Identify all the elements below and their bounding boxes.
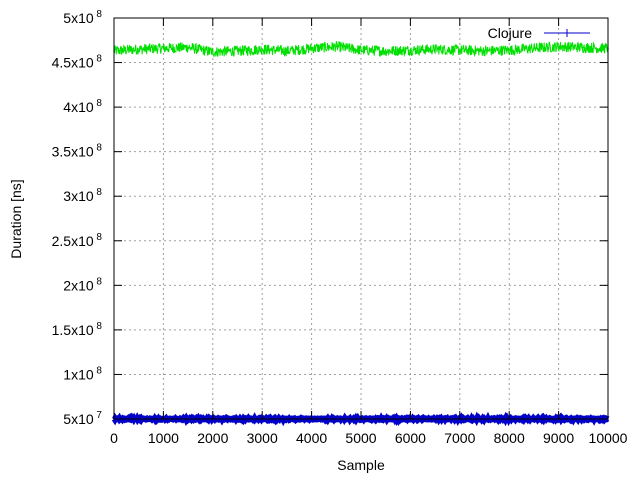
x-tick-label: 7000 [444,430,475,446]
data-point [459,49,461,51]
ticks [113,17,609,420]
y-tick-exponent: 8 [94,187,103,198]
data-point [236,50,239,52]
x-tick-label: 9000 [543,430,574,446]
data-point [384,50,387,52]
y-tick-mantissa: 4.5x10 [52,55,94,71]
legend: Clojure [488,25,590,41]
x-tick-label: 2000 [197,430,228,446]
x-tick-label: 8000 [494,430,525,446]
y-tick-exponent: 8 [94,9,103,20]
x-tick-label: 5000 [345,430,376,446]
data-point [137,48,140,50]
data-point [557,45,560,48]
y-tick-label: 5x10 8 [63,9,102,26]
y-tick-mantissa: 5x10 [63,411,94,427]
y-tick-label: 4x10 8 [63,98,102,115]
data-point [508,49,511,51]
x-tick-label: 3000 [247,430,278,446]
data-point [360,49,362,51]
data-point [434,48,436,50]
series-line [113,40,609,58]
x-tick-label: 10000 [589,430,628,446]
y-tick-label: 1x10 8 [63,365,102,382]
data-point [409,49,412,51]
x-tick-label: 0 [110,430,118,446]
y-tick-mantissa: 3x10 [63,188,94,204]
y-tick-exponent: 8 [94,98,103,109]
data-point [582,46,585,49]
y-tick-mantissa: 5x10 [63,10,94,26]
y-tick-label: 3x10 8 [63,187,102,204]
y-tick-mantissa: 2x10 [63,277,94,293]
y-tick-exponent: 8 [94,232,103,243]
legend-label-clojure: Clojure [488,25,533,41]
y-tick-exponent: 8 [94,276,103,287]
x-axis-label: Sample [337,457,385,473]
x-tick-label: 4000 [296,430,327,446]
data-point [335,45,338,48]
data-point [483,50,486,52]
y-tick-exponent: 8 [94,54,103,65]
x-tick-label: 1000 [148,430,179,446]
data-point [261,48,264,50]
data-point [286,50,288,52]
y-tick-mantissa: 2.5x10 [52,233,94,249]
y-tick-mantissa: 1.5x10 [52,322,94,338]
x-tick-label: 6000 [395,430,426,446]
data-point [187,46,189,49]
y-tick-label: 1.5x10 8 [52,321,103,338]
y-tick-mantissa: 4x10 [63,99,94,115]
y-tick-label: 4.5x10 8 [52,54,103,71]
y-tick-exponent: 8 [94,143,103,154]
data-point [533,47,535,50]
y-tick-label: 2.5x10 8 [52,232,103,249]
y-tick-mantissa: 3.5x10 [52,144,94,160]
y-tick-exponent: 7 [94,410,103,421]
y-axis-label: Duration [ns] [8,179,24,258]
y-tick-exponent: 8 [94,365,103,376]
y-tick-label: 5x10 7 [63,410,102,427]
y-tick-label: 2x10 8 [63,276,102,293]
data-point [212,51,214,53]
y-tick-exponent: 8 [94,321,103,332]
x-tick-labels: 0 1000 2000 3000 4000 5000 6000 7000 8000 9000 100… [110,430,628,446]
data-point [162,47,165,50]
data-point [310,47,313,50]
y-tick-mantissa: 1x10 [63,366,94,382]
y-tick-label: 3.5x10 8 [52,143,103,160]
grid [114,18,608,419]
